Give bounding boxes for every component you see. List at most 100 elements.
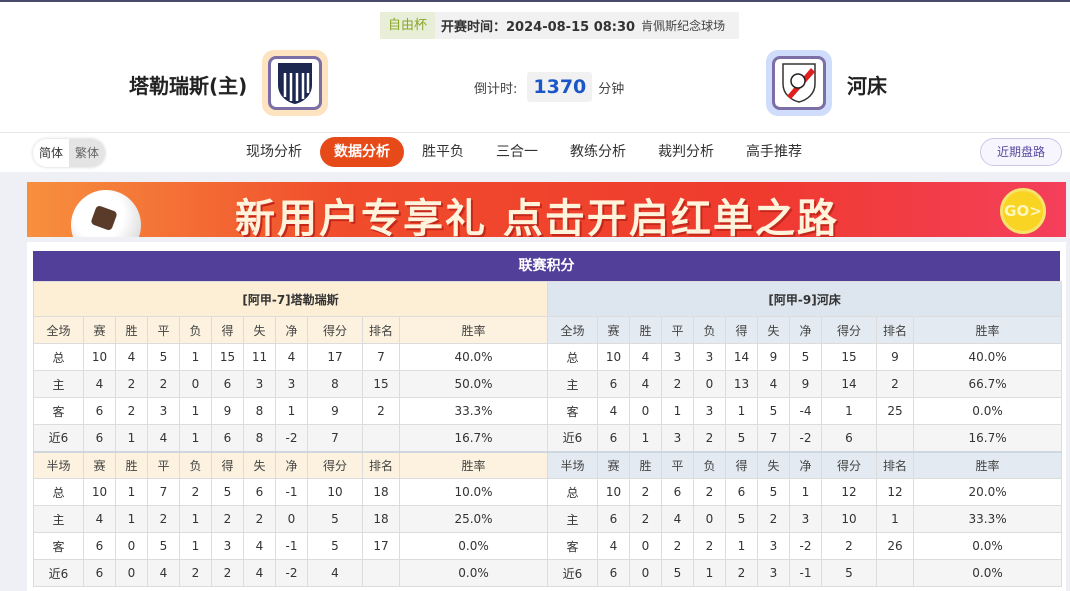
row-label: 客 xyxy=(33,397,84,425)
team-header-row: [阿甲-7]塔勒瑞斯 xyxy=(32,281,549,317)
table-cell xyxy=(876,424,914,452)
table-row: 总 10 4 3 3 14 9 5 15 9 40.0% xyxy=(547,343,1063,371)
home-team-logo[interactable] xyxy=(262,50,328,116)
column-header-row: 半场赛胜平负得失净得分 排名 胜率 xyxy=(547,450,1063,479)
table-cell: 2 xyxy=(243,505,276,533)
promo-banner[interactable]: 新用户专享礼 点击开启红单之路 GO> xyxy=(27,182,1066,237)
column-header: 胜 xyxy=(629,316,662,344)
table-cell: 9 xyxy=(757,343,790,371)
table-cell: 2 xyxy=(661,370,694,398)
away-team-logo[interactable] xyxy=(766,50,832,116)
countdown-value: 1370 xyxy=(527,72,593,102)
table-cell: 0 xyxy=(629,397,662,425)
recent-odds-button[interactable]: 近期盘路 xyxy=(980,138,1062,166)
table-cell: 15 xyxy=(211,343,244,371)
table-cell: 5 xyxy=(661,559,694,587)
match-info: 自由杯 开赛时间：2024-08-15 08:30 肯佩斯纪念球场 xyxy=(380,12,740,39)
table-cell: 2 xyxy=(693,424,726,452)
table-cell: -2 xyxy=(275,559,308,587)
table-cell: 4 xyxy=(115,343,148,371)
table-cell: 66.7% xyxy=(912,370,1063,398)
tab-live-analysis[interactable]: 现场分析 xyxy=(246,144,302,160)
table-cell: 0.0% xyxy=(398,559,549,587)
table-cell: 9 xyxy=(789,370,822,398)
tab-expert-picks[interactable]: 高手推荐 xyxy=(746,144,802,160)
away-team-name[interactable]: 河床 xyxy=(847,74,887,98)
table-cell: 13 xyxy=(725,370,758,398)
column-header: 负 xyxy=(179,450,212,479)
table-cell: 5 xyxy=(147,532,180,560)
table-cell: 2 xyxy=(179,559,212,587)
tab-three-in-one[interactable]: 三合一 xyxy=(496,144,538,160)
table-cell: 18 xyxy=(362,478,400,506)
table-cell: 33.3% xyxy=(912,505,1063,533)
nav-bar: 简体 繁体 现场分析 数据分析 胜平负 三合一 教练分析 裁判分析 高手推荐 近… xyxy=(0,132,1070,172)
table-cell: 2 xyxy=(211,559,244,587)
table-cell: 2 xyxy=(876,370,914,398)
table-cell: 10 xyxy=(83,343,116,371)
team-header[interactable]: [阿甲-7]塔勒瑞斯 xyxy=(32,281,549,317)
table-cell: 5 xyxy=(147,343,180,371)
table-cell: 16.7% xyxy=(398,424,549,452)
table-cell: 3 xyxy=(243,370,276,398)
table-cell: 4 xyxy=(243,532,276,560)
column-header: 平 xyxy=(661,316,694,344)
kickoff-time: 开赛时间：2024-08-15 08:30 xyxy=(441,20,636,35)
column-header: 得分 xyxy=(821,450,877,479)
countdown-label: 倒计时: xyxy=(474,81,518,97)
table-cell: 6 xyxy=(597,505,630,533)
standings-title: 联赛积分 xyxy=(33,251,1060,281)
table-cell: 3 xyxy=(147,397,180,425)
table-cell: 1 xyxy=(275,397,308,425)
tab-win-draw-loss[interactable]: 胜平负 xyxy=(422,144,464,160)
river-plate-crest-icon xyxy=(782,63,816,103)
column-header: 负 xyxy=(179,316,212,344)
table-cell: 17 xyxy=(362,532,400,560)
table-cell: 1 xyxy=(789,478,822,506)
table-cell: 25 xyxy=(876,397,914,425)
table-cell: 2 xyxy=(179,478,212,506)
table-cell: 9 xyxy=(211,397,244,425)
table-cell: 4 xyxy=(597,397,630,425)
home-team-name[interactable]: 塔勒瑞斯(主) xyxy=(129,74,248,98)
team-header[interactable]: [阿甲-9]河床 xyxy=(546,281,1063,317)
table-cell: 10.0% xyxy=(398,478,549,506)
tab-referee-analysis[interactable]: 裁判分析 xyxy=(658,144,714,160)
row-label: 近6 xyxy=(547,424,598,452)
table-cell: 1 xyxy=(115,505,148,533)
table-row: 主 6 2 4 0 5 2 3 10 1 33.3% xyxy=(547,505,1063,533)
table-cell: 10 xyxy=(821,505,877,533)
column-header: 胜 xyxy=(629,450,662,479)
row-label: 客 xyxy=(547,532,598,560)
cup-badge[interactable]: 自由杯 xyxy=(380,12,436,39)
table-cell: 2 xyxy=(661,532,694,560)
table-cell: 4 xyxy=(629,343,662,371)
table-cell: 1 xyxy=(179,424,212,452)
row-label: 总 xyxy=(33,478,84,506)
table-cell: 8 xyxy=(243,424,276,452)
table-cell: -4 xyxy=(789,397,822,425)
table-cell: 14 xyxy=(821,370,877,398)
table-cell: 1 xyxy=(179,343,212,371)
tab-data-analysis[interactable]: 数据分析 xyxy=(320,137,404,167)
table-cell: 1 xyxy=(115,424,148,452)
go-button[interactable]: GO> xyxy=(1000,188,1046,234)
table-cell: -1 xyxy=(275,532,308,560)
lang-traditional[interactable]: 繁体 xyxy=(69,139,106,167)
table-cell: 4 xyxy=(629,370,662,398)
row-label: 总 xyxy=(547,343,598,371)
analysis-tabs: 现场分析 数据分析 胜平负 三合一 教练分析 裁判分析 高手推荐 xyxy=(232,137,820,167)
countdown: 倒计时: 1370 分钟 xyxy=(474,72,624,102)
table-cell: 6 xyxy=(211,370,244,398)
match-header: 自由杯 开赛时间：2024-08-15 08:30 肯佩斯纪念球场 塔勒瑞斯(主… xyxy=(0,0,1070,132)
table-cell: 4 xyxy=(597,532,630,560)
table-cell: 0 xyxy=(115,532,148,560)
table-cell: 6 xyxy=(83,397,116,425)
column-header: 排名 xyxy=(362,316,400,344)
column-header: 得分 xyxy=(821,316,877,344)
lang-simplified[interactable]: 简体 xyxy=(33,139,70,167)
table-cell: 5 xyxy=(789,343,822,371)
column-header: 赛 xyxy=(83,316,116,344)
column-header: 净 xyxy=(789,316,822,344)
tab-coach-analysis[interactable]: 教练分析 xyxy=(570,144,626,160)
